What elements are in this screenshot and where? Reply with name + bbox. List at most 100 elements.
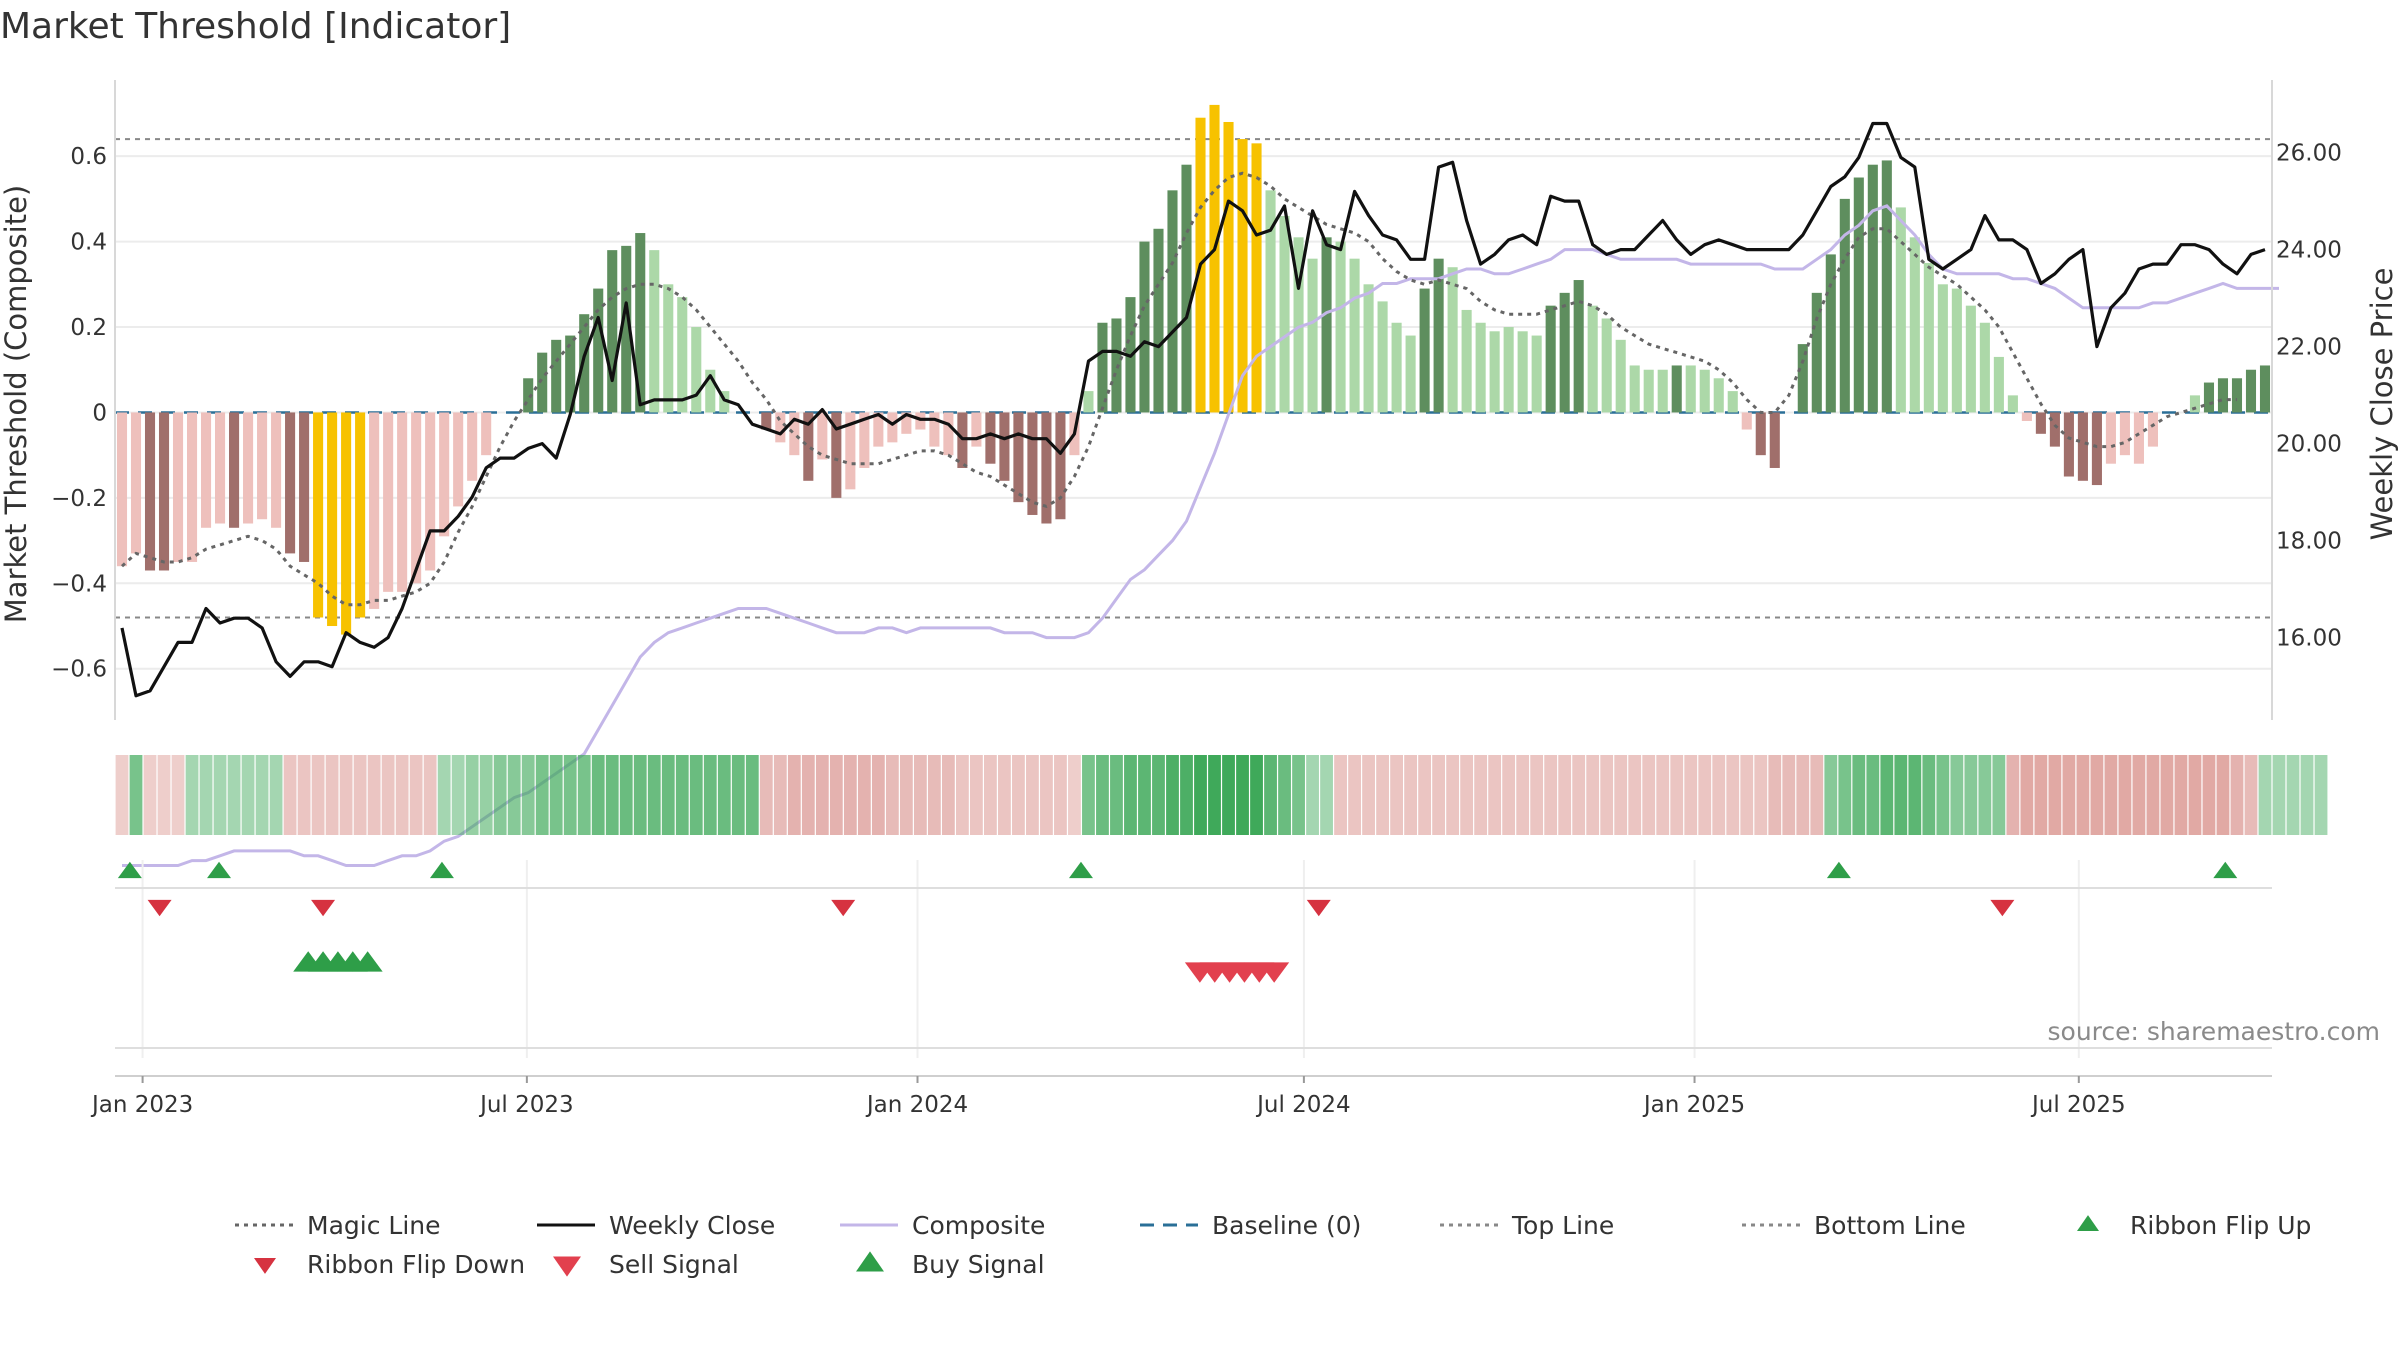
ribbon-cell <box>521 755 535 835</box>
ribbon-cell <box>129 755 143 835</box>
ribbon-cell <box>1166 755 1179 835</box>
composite-bar <box>1027 412 1038 515</box>
ribbon-cell <box>2104 755 2118 835</box>
ribbon-flip-up-marker <box>2213 861 2238 879</box>
composite-bar <box>901 412 912 434</box>
composite-bar <box>663 284 674 413</box>
ribbon-cell <box>465 755 479 835</box>
composite-bars <box>116 104 2271 635</box>
composite-bar <box>1111 318 1122 413</box>
legend-item: Ribbon Flip Down <box>254 1250 525 1279</box>
ribbon-cell <box>367 755 381 835</box>
ribbon-flip-down-marker <box>311 899 336 917</box>
ribbon-flip-up-marker <box>429 861 454 879</box>
ribbon-cell <box>885 755 899 835</box>
ribbon-cell <box>1810 755 1824 835</box>
ribbon-cell <box>2062 755 2076 835</box>
ribbon-cell <box>1530 755 1544 835</box>
y-tick-label: −0.6 <box>51 657 107 683</box>
composite-bar <box>1895 207 1906 413</box>
composite-bar <box>1839 198 1850 413</box>
ribbon-cell <box>2020 755 2034 835</box>
ribbon-cell <box>2188 755 2202 835</box>
composite-bar <box>1993 356 2004 413</box>
composite-bar <box>2021 412 2032 421</box>
composite-bar <box>355 412 366 618</box>
composite-bar <box>691 327 702 413</box>
composite-bar <box>999 412 1010 481</box>
ribbon-cell <box>1502 755 1516 835</box>
composite-bar <box>565 335 576 413</box>
y2-axis-title: Weekly Close Price <box>2365 268 2399 541</box>
composite-bar <box>1139 241 1150 413</box>
ribbon-cell <box>1740 755 1754 835</box>
ribbon-cell <box>549 755 563 835</box>
ribbon-flip-down-marker <box>1306 899 1331 917</box>
ribbon-cell <box>1782 755 1796 835</box>
ribbon-cell <box>759 755 773 835</box>
ribbon-cell <box>1726 755 1740 835</box>
ribbon-cell <box>1796 755 1810 835</box>
composite-bar <box>1811 292 1822 413</box>
composite-bar <box>116 412 128 567</box>
composite-bar <box>537 352 548 413</box>
composite-bar <box>2245 369 2257 413</box>
composite-bar <box>1237 139 1248 413</box>
composite-bar <box>1671 365 1682 413</box>
composite-bar <box>607 250 618 413</box>
ribbon-cell <box>1544 755 1558 835</box>
composite-bar <box>1055 412 1066 520</box>
composite-bar <box>1405 335 1416 413</box>
composite-bar <box>1083 391 1094 413</box>
ribbon-cell <box>1082 755 1095 835</box>
ribbon-cell <box>1124 755 1137 835</box>
ribbon-cell <box>1278 755 1291 835</box>
composite-bar <box>1629 365 1640 413</box>
ribbon-cell <box>1852 755 1866 835</box>
composite-bar <box>943 412 954 456</box>
ribbon-cell <box>689 755 703 835</box>
ribbon-cell <box>927 755 941 835</box>
ribbon-cell <box>941 755 955 835</box>
composite-bar <box>186 412 198 562</box>
ribbon-cell <box>801 755 815 835</box>
ribbon-cell <box>843 755 857 835</box>
ribbon-cell <box>1040 755 1053 835</box>
ribbon-cell <box>1614 755 1628 835</box>
composite-bar <box>215 412 226 524</box>
composite-bar <box>1335 241 1346 413</box>
ribbon-cell <box>1586 755 1600 835</box>
composite-bar <box>313 412 324 618</box>
composite-bar <box>887 412 898 443</box>
y2-tick-label: 26.00 <box>2276 141 2342 167</box>
ribbon-cell <box>157 755 171 835</box>
composite-bar <box>677 297 688 413</box>
ribbon-cell <box>395 755 409 835</box>
ribbon-cell <box>1894 755 1908 835</box>
composite-bar <box>1755 412 1766 456</box>
ribbon-cell <box>2286 755 2300 835</box>
ribbon-cell <box>1250 755 1263 835</box>
ribbon-cell <box>2244 755 2258 835</box>
source-note: source: sharemaestro.com <box>2048 1017 2381 1046</box>
ribbon-cell <box>1838 755 1852 835</box>
sell-signal-marker <box>1259 962 1290 983</box>
legend-label: Magic Line <box>307 1211 441 1240</box>
composite-bar <box>971 412 982 447</box>
ribbon-cell <box>1474 755 1488 835</box>
y2-tick-label: 16.00 <box>2276 626 2342 652</box>
ribbon-cell <box>2216 755 2230 835</box>
composite-bar <box>2091 412 2102 486</box>
composite-bar <box>1489 331 1500 413</box>
ribbon-cell <box>1936 755 1950 835</box>
ribbon-cell <box>899 755 913 835</box>
legend-label: Weekly Close <box>609 1211 775 1240</box>
composite-bar <box>1293 237 1304 413</box>
composite-bar <box>1825 254 1836 413</box>
ribbon-cell <box>1110 755 1123 835</box>
ribbon-cell <box>1628 755 1642 835</box>
ribbon-cell <box>1768 755 1782 835</box>
composite-bar <box>2119 412 2130 456</box>
ribbon-cell <box>1880 755 1894 835</box>
